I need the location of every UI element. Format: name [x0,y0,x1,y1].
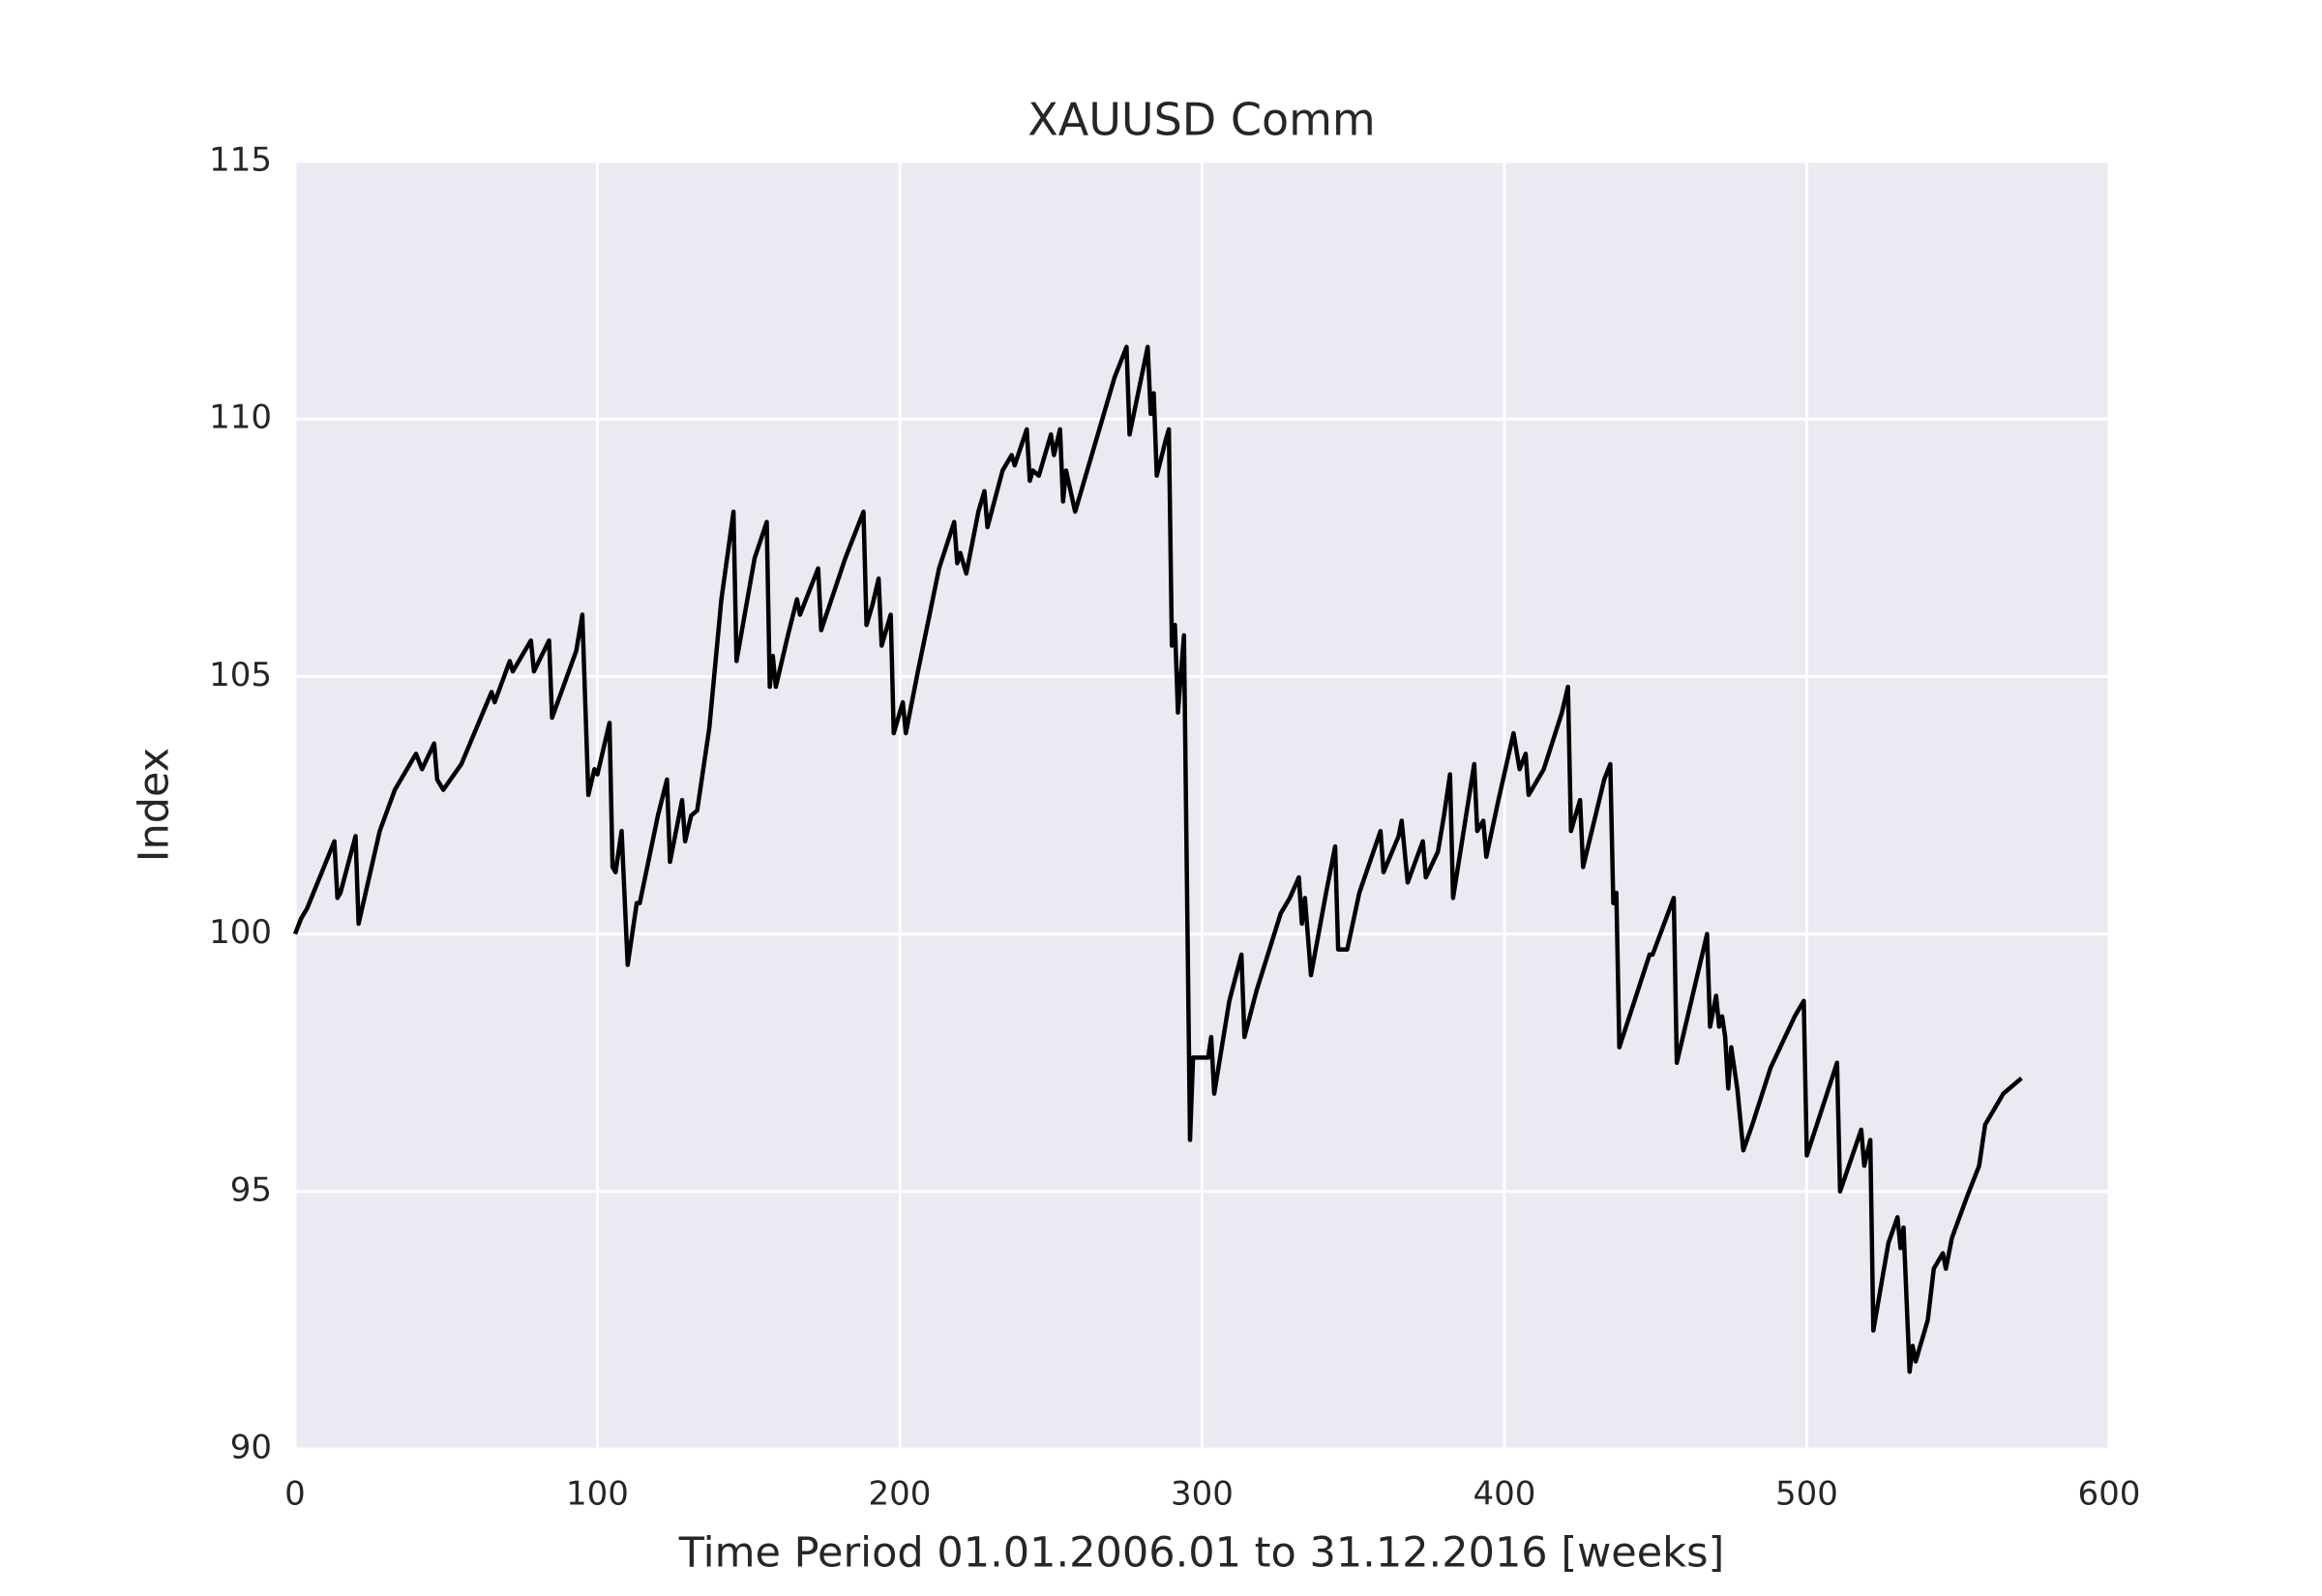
x-tick-label: 400 [1474,1475,1536,1514]
x-tick-label: 200 [869,1475,932,1514]
y-axis-label: Index [131,748,179,862]
x-tick-label: 300 [1171,1475,1234,1514]
y-tick-label: 90 [230,1429,272,1467]
y-tick-label: 110 [209,399,272,437]
data-line [292,344,2023,1374]
chart-title: XAUUSD Comm [1027,94,1375,146]
y-tick-label: 105 [209,656,272,695]
x-tick-label: 0 [284,1475,306,1514]
x-tick-label: 600 [2078,1475,2141,1514]
y-tick-label: 95 [230,1170,272,1209]
y-tick-label: 100 [209,913,272,952]
x-axis-label: Time Period 01.01.2006.01 to 31.12.2016 … [678,1529,1725,1578]
x-tick-label: 100 [566,1475,629,1514]
x-tick-label: 500 [1775,1475,1838,1514]
y-tick-label: 115 [209,141,272,180]
